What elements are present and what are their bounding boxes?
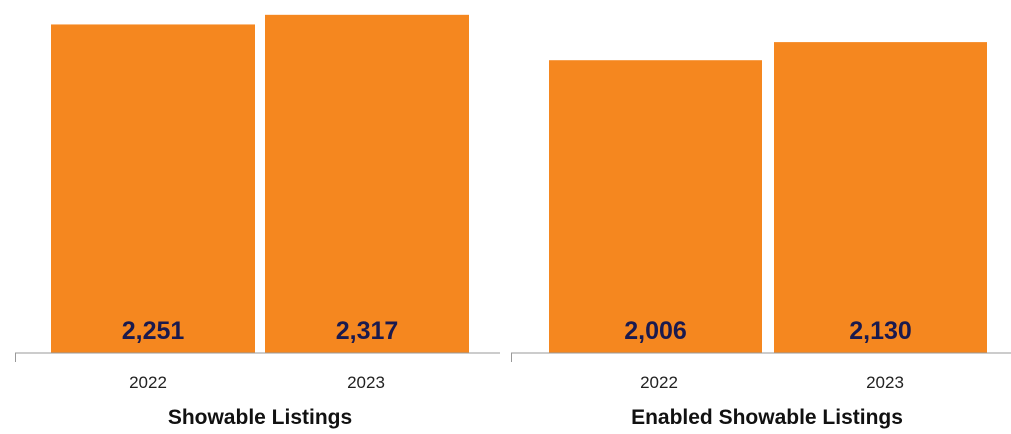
chart-title-2: Enabled Showable Listings — [631, 406, 903, 429]
bar-2-2022 — [549, 60, 762, 354]
x-tick-label-2-2022: 2022 — [640, 373, 678, 392]
bar-1-2023 — [265, 14, 469, 354]
value-label-1-2023: 2,317 — [336, 317, 399, 345]
value-label-1-2022: 2,251 — [122, 317, 185, 345]
value-label-2-2022: 2,006 — [624, 317, 687, 345]
x-tick-label-2-2023: 2023 — [866, 373, 904, 392]
x-tick-label-1-2023: 2023 — [347, 373, 385, 392]
x-tick-label-1-2022: 2022 — [129, 373, 167, 392]
value-label-2-2023: 2,130 — [849, 317, 912, 345]
bar-1-2022 — [51, 24, 255, 353]
chart-title-1: Showable Listings — [168, 406, 352, 429]
bar-2-2023 — [774, 42, 987, 354]
